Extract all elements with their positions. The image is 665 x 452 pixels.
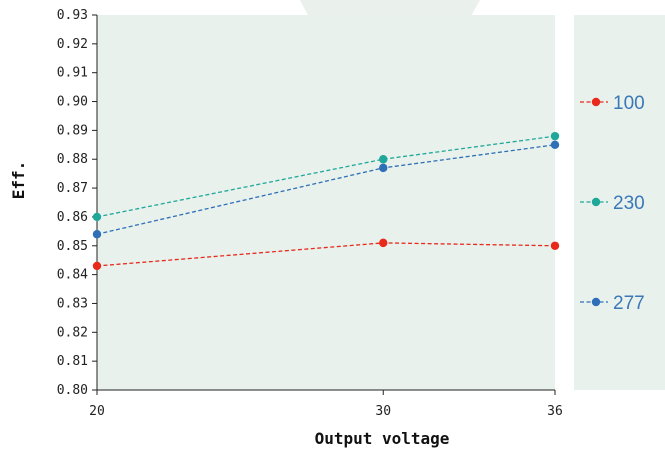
y-axis-title: Eff. (9, 161, 28, 200)
y-tick-label: 0.81 (57, 354, 88, 369)
axes: 0.80 0.81 0.82 0.83 0.84 0.85 0.86 0.87 0.88 0.89… (57, 8, 563, 419)
x-tick-label: 36 (547, 404, 563, 419)
y-tick-label: 0.89 (57, 123, 88, 138)
y-tick-label: 0.87 (57, 181, 88, 196)
y-tick-label: 0.93 (57, 8, 88, 23)
data-point-100 (379, 238, 388, 248)
legend-label-230: 230 (613, 193, 645, 214)
data-point-100 (550, 241, 560, 250)
x-tick-label: 30 (375, 404, 391, 419)
data-point-230 (379, 155, 388, 164)
data-point-230 (550, 131, 560, 141)
plot-area (97, 15, 555, 390)
y-tick-label: 0.84 (57, 268, 88, 283)
y-tick-label: 0.92 (57, 37, 88, 52)
data-point-277 (379, 163, 388, 173)
data-point-277 (550, 140, 560, 150)
y-tick-label: 0.85 (57, 239, 88, 254)
legend-marker-100 (591, 97, 601, 107)
y-tick-label: 0.91 (57, 66, 88, 81)
y-tick-label: 0.82 (57, 325, 88, 340)
legend-label-277: 277 (613, 293, 645, 314)
x-axis-title: Output voltage (315, 429, 450, 448)
y-tick-label: 0.80 (57, 383, 88, 398)
y-tick-label: 0.83 (57, 296, 88, 311)
y-tick-label: 0.90 (57, 95, 88, 110)
series-layer (92, 131, 560, 271)
legend: 100 230 277 (580, 93, 645, 314)
data-point-277 (92, 230, 102, 239)
y-tick-label: 0.88 (57, 152, 88, 167)
x-tick-label: 20 (89, 404, 105, 419)
y-tick-label: 0.86 (57, 210, 88, 225)
data-point-230 (92, 212, 102, 222)
data-point-100 (92, 261, 102, 271)
legend-marker-230 (591, 197, 601, 207)
legend-marker-277 (591, 297, 601, 307)
legend-label-100: 100 (613, 93, 645, 114)
